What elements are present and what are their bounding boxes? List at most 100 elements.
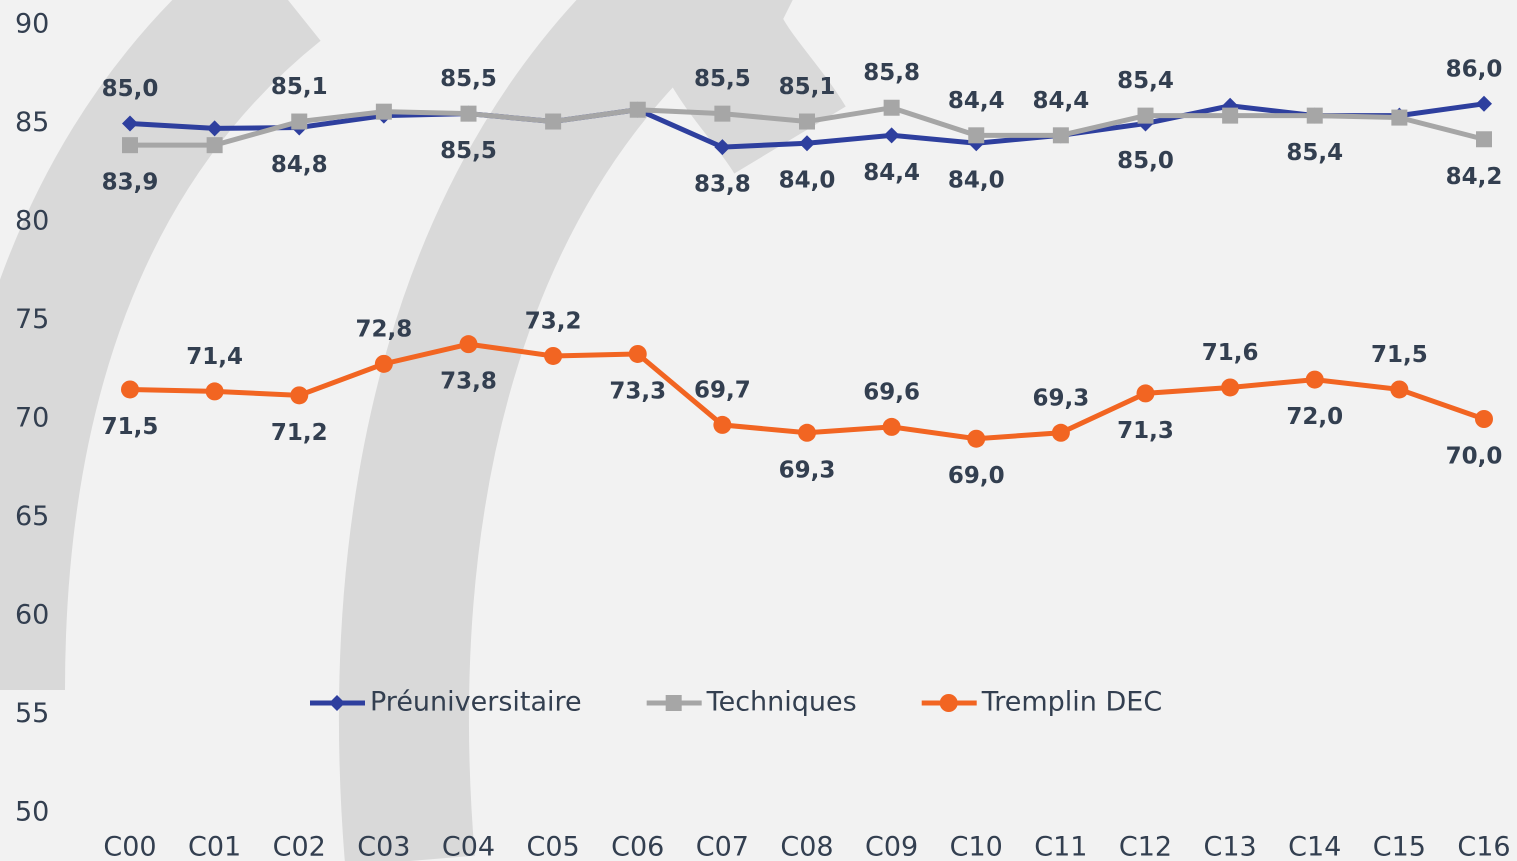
marker — [799, 135, 815, 152]
data-label: 84,0 — [779, 168, 836, 194]
data-label: 85,8 — [863, 60, 920, 86]
marker — [544, 346, 563, 365]
marker — [628, 344, 647, 363]
data-label: 83,8 — [694, 172, 751, 198]
data-label: 73,3 — [609, 378, 666, 404]
marker — [375, 103, 392, 120]
marker — [1391, 109, 1408, 126]
marker — [1306, 107, 1323, 124]
x-tick-label: C16 — [1457, 832, 1510, 861]
legend-label: Techniques — [706, 687, 857, 718]
x-tick-label: C10 — [950, 832, 1003, 861]
marker — [883, 127, 900, 144]
data-label: 71,6 — [1202, 340, 1259, 366]
marker — [939, 694, 958, 712]
x-tick-label: C07 — [696, 832, 749, 861]
x-tick-label: C15 — [1373, 832, 1426, 861]
data-label: 72,8 — [356, 316, 413, 342]
x-tick-label: C12 — [1119, 832, 1172, 861]
marker — [1390, 380, 1409, 399]
marker — [967, 429, 986, 448]
marker — [1137, 107, 1154, 124]
marker — [714, 105, 731, 122]
x-tick-label: C13 — [1204, 832, 1257, 861]
y-tick-label: 80 — [15, 206, 49, 237]
data-label: 84,4 — [1033, 88, 1090, 114]
marker — [1476, 131, 1492, 148]
data-label: 85,0 — [102, 76, 159, 102]
marker — [713, 415, 732, 434]
data-label: 71,2 — [271, 420, 328, 446]
data-label: 71,5 — [1371, 342, 1428, 368]
data-label: 85,5 — [694, 66, 751, 92]
legend-label: Préuniversitaire — [370, 687, 582, 718]
data-label: 85,5 — [440, 138, 497, 164]
y-tick-label: 70 — [15, 403, 49, 434]
x-tick-label: C08 — [780, 832, 833, 861]
marker — [882, 417, 901, 436]
data-label: 71,3 — [1117, 418, 1174, 444]
y-tick-label: 60 — [15, 600, 49, 631]
data-label: 83,9 — [102, 170, 159, 196]
data-label: 85,4 — [1117, 68, 1174, 94]
data-label: 84,4 — [948, 88, 1005, 114]
x-tick-label: C00 — [103, 832, 156, 861]
x-tick-label: C09 — [865, 832, 918, 861]
data-label: 69,3 — [779, 457, 836, 483]
data-label: 84,8 — [271, 152, 328, 178]
marker — [545, 113, 562, 130]
marker — [714, 139, 731, 156]
data-label: 85,4 — [1286, 140, 1343, 166]
marker — [1052, 127, 1069, 144]
marker — [1221, 378, 1240, 397]
marker — [1476, 95, 1492, 112]
marker — [1136, 384, 1155, 403]
data-label: 69,7 — [694, 377, 751, 403]
marker — [1222, 107, 1239, 124]
marker — [460, 105, 477, 122]
data-label: 69,3 — [1033, 385, 1090, 411]
data-label: 85,5 — [440, 66, 497, 92]
marker — [122, 115, 138, 132]
x-tick-label: C14 — [1288, 832, 1341, 861]
x-tick-label: C11 — [1034, 832, 1087, 861]
y-tick-label: 65 — [15, 501, 49, 532]
marker — [121, 380, 139, 399]
x-tick-label: C06 — [611, 832, 664, 861]
marker — [1475, 410, 1493, 428]
data-label: 69,6 — [863, 379, 920, 405]
x-tick-label: C03 — [357, 832, 410, 861]
y-tick-label: 85 — [15, 107, 49, 138]
marker — [798, 423, 816, 442]
data-label: 69,0 — [948, 463, 1005, 489]
y-tick-label: 75 — [15, 304, 49, 335]
marker — [799, 113, 815, 130]
marker — [1305, 370, 1324, 389]
legend-label: Tremplin DEC — [981, 687, 1162, 718]
decor-arc — [0, 0, 322, 691]
marker — [290, 386, 309, 405]
marker — [205, 382, 224, 401]
y-tick-label: 55 — [15, 698, 49, 729]
marker — [206, 120, 223, 137]
data-label: 84,0 — [948, 168, 1005, 194]
marker — [291, 113, 308, 130]
marker — [665, 695, 682, 711]
data-label: 71,4 — [186, 344, 243, 370]
marker — [374, 354, 393, 373]
x-tick-label: C04 — [442, 832, 495, 861]
x-tick-label: C02 — [273, 832, 326, 861]
data-label: 84,4 — [863, 160, 920, 186]
data-label: 85,1 — [271, 74, 328, 100]
marker — [459, 335, 478, 354]
marker — [206, 137, 223, 154]
x-tick-label: C05 — [527, 832, 580, 861]
data-label: 86,0 — [1446, 56, 1503, 82]
decor-arc — [338, 0, 846, 861]
data-label: 70,0 — [1446, 444, 1503, 470]
y-tick-label: 50 — [15, 797, 49, 828]
data-label: 84,2 — [1446, 164, 1503, 190]
marker — [629, 101, 646, 118]
